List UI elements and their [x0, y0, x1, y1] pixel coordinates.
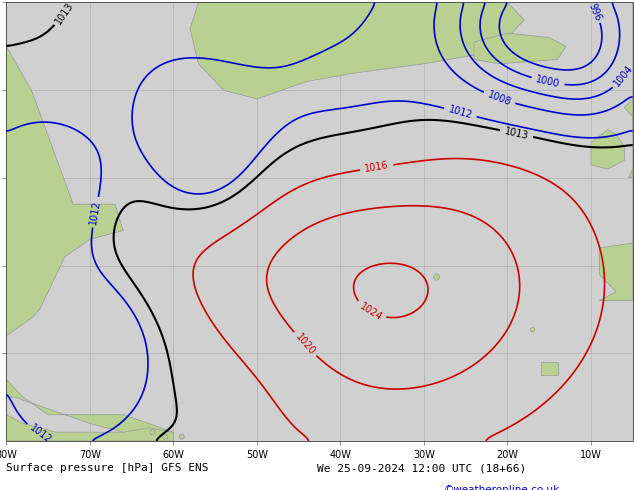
Polygon shape — [474, 33, 566, 64]
Polygon shape — [599, 2, 634, 301]
Text: 1013: 1013 — [503, 126, 529, 141]
Text: 1008: 1008 — [486, 89, 512, 107]
Text: We 25-09-2024 12:00 UTC (18+66): We 25-09-2024 12:00 UTC (18+66) — [317, 463, 526, 473]
Text: 996: 996 — [587, 1, 604, 22]
Text: 1013: 1013 — [54, 0, 76, 25]
Polygon shape — [624, 90, 634, 178]
Polygon shape — [6, 415, 173, 441]
Circle shape — [150, 430, 155, 435]
Circle shape — [179, 434, 184, 439]
Circle shape — [531, 327, 534, 332]
Circle shape — [162, 434, 167, 439]
Circle shape — [434, 274, 439, 280]
Text: 1020: 1020 — [293, 332, 317, 357]
Text: 1012: 1012 — [447, 104, 474, 121]
Text: ©weatheronline.co.uk: ©weatheronline.co.uk — [444, 485, 560, 490]
Polygon shape — [190, 2, 524, 99]
Text: Surface pressure [hPa] GFS ENS: Surface pressure [hPa] GFS ENS — [6, 463, 209, 473]
Text: 1012: 1012 — [88, 199, 102, 225]
Text: 1004: 1004 — [612, 63, 634, 88]
Text: 1012: 1012 — [28, 422, 53, 445]
Text: 1000: 1000 — [535, 74, 561, 89]
Text: 1016: 1016 — [364, 160, 390, 174]
Polygon shape — [541, 362, 557, 375]
Text: 1024: 1024 — [358, 301, 384, 322]
Polygon shape — [6, 2, 173, 441]
Polygon shape — [591, 130, 624, 169]
